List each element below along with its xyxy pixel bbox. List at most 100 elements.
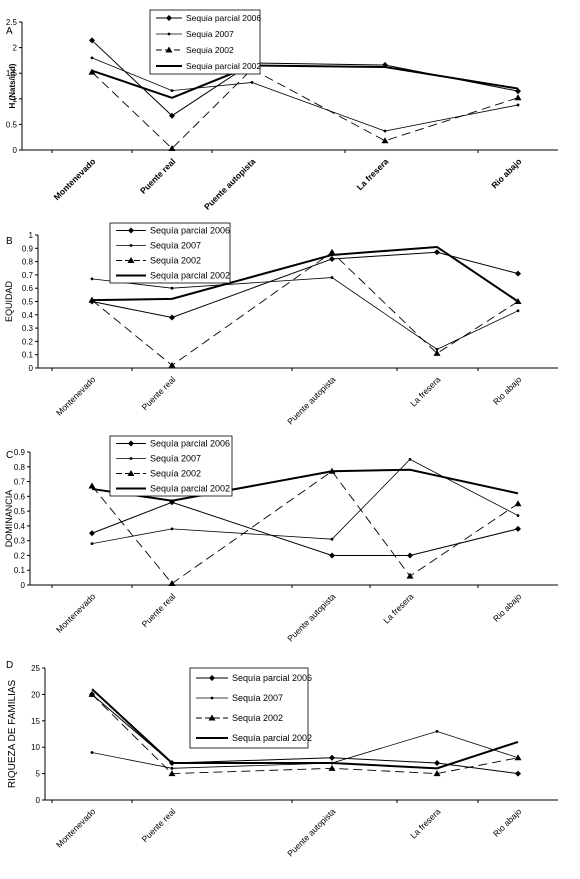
chart-panel-d: D 0 5 10 15 20 25 Montenevado Puente real Puente … [6, 660, 558, 859]
x-tick-label: Puente real [140, 806, 178, 844]
legend-label: Sequía 2002 [150, 256, 201, 266]
legend-marker [165, 46, 173, 53]
data-point [89, 530, 95, 537]
y-tick-label: 2 [13, 44, 18, 53]
series-line [91, 470, 519, 585]
y-tick-label: 0.3 [22, 324, 34, 333]
series-4 [91, 245, 519, 303]
y-tick-label: 0 [36, 796, 41, 805]
legend-box [149, 9, 261, 75]
x-tick-label: Puente autopista [285, 806, 337, 858]
data-point [516, 514, 520, 517]
y-tick-label: 1 [29, 231, 34, 240]
legend-label: Sequía parcial 2006 [150, 439, 230, 449]
series-1 [89, 691, 521, 777]
x-tick-label: Puente real [138, 156, 177, 195]
y-tick-label: 0.6 [14, 492, 26, 501]
panel-label: C [6, 450, 13, 461]
y-tick-label: 0 [29, 364, 34, 373]
legend-label: Sequia parcial 2002 [186, 61, 261, 71]
legend-marker [208, 714, 216, 721]
legend-label: Sequía parcial 2002 [232, 733, 312, 743]
data-point [328, 248, 336, 255]
y-tick-label: 0.4 [22, 311, 34, 320]
x-tick-label: Puente autopista [285, 374, 337, 426]
x-tick-label: Rio abajo [491, 374, 524, 407]
legend-label: Sequia 2007 [186, 29, 234, 39]
data-point [329, 552, 335, 559]
data-point [90, 56, 94, 60]
y-tick-label: 1.5 [6, 69, 18, 78]
series-4 [91, 688, 519, 770]
legend-marker [166, 15, 172, 21]
series-1 [89, 249, 521, 321]
legend-box [109, 222, 231, 284]
y-tick-label: 0.2 [14, 551, 26, 560]
legend-marker [210, 696, 214, 700]
legend: Sequía parcial 2006 Sequía 2007 Sequía 200… [189, 667, 312, 749]
data-point [170, 766, 174, 770]
y-tick-label: 0.8 [22, 258, 34, 267]
data-point [516, 309, 520, 313]
legend-label: Sequía 2002 [150, 469, 201, 479]
data-point [407, 552, 413, 559]
data-point [170, 286, 174, 290]
series-line [91, 468, 519, 502]
series-2 [90, 56, 520, 133]
legend-marker [167, 32, 171, 36]
data-point [329, 754, 335, 761]
y-tick-label: 0 [21, 581, 26, 590]
data-point [90, 277, 94, 281]
legend-marker [127, 470, 135, 476]
y-tick-label: 0.1 [14, 566, 26, 575]
chart-panel-b: B 0 0.1 0.2 0.3 0.4 0.5 0.6 0.7 0.8 0.9 1 Montenevad… [4, 222, 558, 427]
data-point [170, 527, 174, 531]
series-line [91, 277, 519, 350]
series-3 [88, 690, 522, 777]
y-tick-label: 0.2 [22, 337, 34, 346]
data-point [89, 37, 95, 44]
data-point [330, 276, 334, 279]
data-point [329, 255, 335, 262]
y-tick-label: 0.9 [14, 448, 26, 457]
data-point [434, 249, 440, 256]
data-point [434, 760, 440, 767]
y-tick-label: 0.7 [14, 478, 26, 487]
legend-marker [127, 257, 135, 263]
series-1 [89, 499, 521, 559]
x-tick-label: La fresera [355, 156, 391, 192]
series-line [91, 501, 519, 556]
legend-label: Sequía 2002 [232, 713, 283, 723]
data-point [383, 129, 387, 133]
y-tick-label: 10 [31, 743, 40, 752]
data-point [515, 525, 521, 532]
data-point [408, 457, 412, 461]
legend-box [109, 435, 233, 497]
y-tick-label: 0.5 [6, 120, 18, 129]
data-point [515, 770, 521, 777]
x-tick-label: Montenevado [52, 156, 98, 202]
x-tick-label: Rio abajo [491, 806, 524, 839]
series-line [91, 68, 519, 150]
data-point [435, 729, 439, 733]
legend-label: Sequía 2007 [150, 241, 201, 251]
legend-marker [129, 244, 133, 247]
data-point [381, 137, 389, 144]
y-tick-label: 25 [31, 664, 40, 673]
x-tick-label: Rio abajo [489, 156, 523, 190]
x-tick-label: Puente real [140, 374, 178, 412]
legend-marker [209, 675, 215, 681]
data-point [168, 144, 176, 151]
data-point [406, 572, 414, 579]
data-point [90, 542, 94, 546]
y-tick-label: 15 [31, 717, 40, 726]
legend-box [189, 667, 309, 749]
x-tick-label: La fresera [408, 374, 442, 408]
x-tick-label: Rio abajo [491, 591, 524, 624]
legend-label: Sequia parcial 2006 [186, 13, 261, 23]
legend-marker [128, 440, 134, 447]
x-tick-label: La fresera [408, 806, 442, 840]
legend-label: Sequía 2007 [150, 454, 201, 464]
panel-label: D [6, 660, 13, 671]
